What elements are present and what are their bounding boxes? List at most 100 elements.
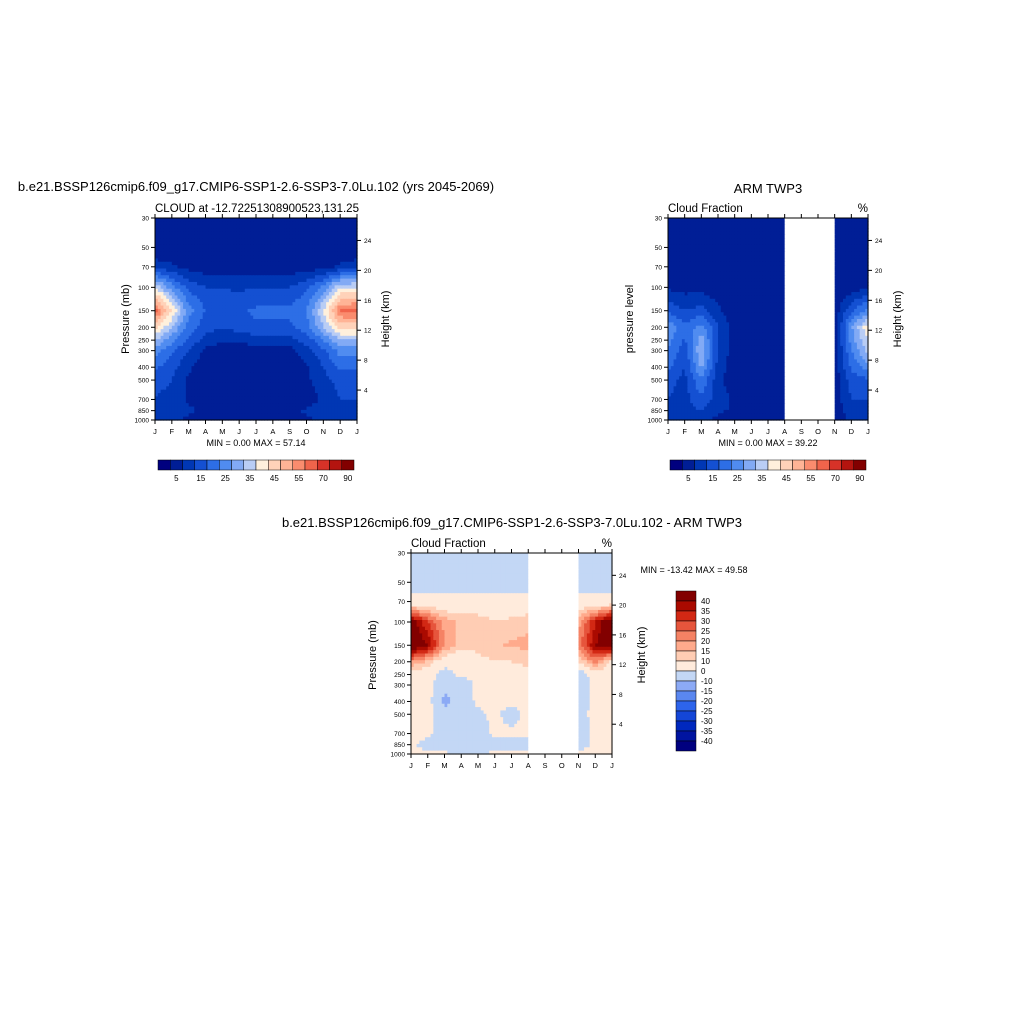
heatmap-cell — [213, 302, 218, 307]
panel-b-y2label: Height (km) — [892, 291, 904, 348]
heatmap-cell — [348, 258, 352, 263]
heatmap-cell — [303, 228, 308, 233]
heatmap-cell — [219, 271, 223, 276]
heatmap-cell — [155, 342, 159, 347]
heatmap-cell — [208, 342, 212, 347]
heatmap-cell — [241, 339, 246, 344]
heatmap-cell — [314, 275, 319, 280]
heatmap-cell — [298, 329, 302, 334]
heatmap-cell — [191, 251, 195, 256]
heatmap-cell — [199, 292, 204, 297]
heatmap-cell — [326, 244, 330, 249]
heatmap-cell — [225, 281, 229, 286]
heatmap-cell — [275, 292, 280, 297]
heatmap-cell — [171, 221, 176, 226]
heatmap-cell — [188, 298, 193, 303]
heatmap-cell — [298, 308, 302, 313]
heatmap-cell — [354, 244, 358, 249]
heatmap-cell — [160, 265, 165, 270]
heatmap-cell — [326, 288, 330, 293]
heatmap-cell — [303, 248, 308, 253]
heatmap-cell — [157, 322, 162, 327]
heatmap-cell — [320, 251, 324, 256]
heatmap-cell — [169, 332, 173, 337]
heatmap-cell — [328, 224, 333, 229]
heatmap-cell — [256, 271, 260, 276]
heatmap-cell — [239, 332, 243, 337]
heatmap-cell — [250, 255, 254, 259]
heatmap-cell — [157, 325, 162, 330]
heatmap-cell — [267, 335, 271, 340]
heatmap-cell — [202, 285, 207, 290]
heatmap-cell — [197, 305, 201, 310]
heatmap-cell — [281, 278, 285, 283]
heatmap-cell — [183, 285, 187, 290]
heatmap-cell — [309, 248, 313, 253]
heatmap-cell — [292, 315, 296, 320]
heatmap-cell — [208, 322, 212, 327]
heatmap-cell — [180, 305, 184, 310]
heatmap-cell — [264, 275, 268, 280]
heatmap-cell — [261, 342, 266, 347]
heatmap-cell — [233, 265, 237, 270]
heatmap-cell — [253, 271, 257, 276]
heatmap-cell — [261, 251, 266, 256]
heatmap-cell — [303, 241, 308, 246]
heatmap-cell — [272, 261, 277, 266]
heatmap-cell — [320, 265, 324, 270]
heatmap-cell — [286, 261, 291, 266]
heatmap-cell — [261, 285, 266, 290]
panel-b-title: ARM TWP3 — [734, 181, 802, 196]
heatmap-cell — [199, 302, 204, 307]
heatmap-cell — [188, 218, 193, 222]
heatmap-cell — [160, 315, 165, 320]
heatmap-cell — [174, 305, 179, 310]
heatmap-cell — [272, 238, 277, 243]
heatmap-cell — [227, 218, 232, 222]
heatmap-cell — [230, 224, 235, 229]
heatmap-cell — [155, 339, 159, 344]
x-tick-label: J — [237, 427, 241, 436]
heatmap-cell — [298, 335, 302, 340]
heatmap-cell — [197, 228, 201, 233]
heatmap-cell — [166, 248, 170, 253]
heatmap-cell — [342, 332, 347, 337]
heatmap-cell — [169, 292, 173, 297]
heatmap-cell — [222, 221, 226, 226]
heatmap-cell — [348, 312, 352, 317]
heatmap-cell — [348, 271, 352, 276]
heatmap-cell — [208, 288, 212, 293]
heatmap-cell — [331, 265, 336, 270]
heatmap-cell — [292, 335, 296, 340]
heatmap-cell — [202, 339, 207, 344]
heatmap-cell — [270, 329, 274, 334]
heatmap-cell — [169, 261, 173, 266]
heatmap-cell — [191, 308, 195, 313]
heatmap-cell — [208, 312, 212, 317]
heatmap-cell — [298, 322, 302, 327]
heatmap-cell — [247, 322, 251, 327]
heatmap-cell — [239, 248, 243, 253]
heatmap-cell — [258, 241, 263, 246]
heatmap-cell — [323, 292, 327, 297]
heatmap-cell — [300, 342, 305, 347]
heatmap-cell — [278, 329, 282, 334]
heatmap-cell — [261, 234, 266, 239]
heatmap-cell — [230, 261, 235, 266]
heatmap-cell — [300, 268, 305, 273]
heatmap-cell — [213, 295, 218, 300]
heatmap-cell — [323, 329, 327, 334]
heatmap-cell — [171, 271, 176, 276]
heatmap-cell — [312, 302, 316, 307]
heatmap-cell — [202, 288, 207, 293]
heatmap-cell — [326, 218, 330, 222]
heatmap-cell — [334, 308, 338, 313]
heatmap-cell — [163, 288, 167, 293]
heatmap-cell — [166, 329, 170, 334]
heatmap-cell — [284, 319, 288, 323]
heatmap-cell — [211, 228, 215, 233]
heatmap-cell — [174, 288, 179, 293]
heatmap-cell — [244, 234, 249, 239]
heatmap-cell — [225, 218, 229, 222]
heatmap-cell — [303, 285, 308, 290]
